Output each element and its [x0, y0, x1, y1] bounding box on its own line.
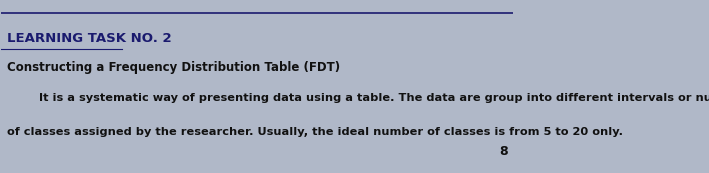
Text: 8: 8 [499, 145, 508, 158]
Text: LEARNING TASK NO. 2: LEARNING TASK NO. 2 [6, 32, 171, 45]
Text: of classes assigned by the researcher. Usually, the ideal number of classes is f: of classes assigned by the researcher. U… [6, 127, 623, 137]
Text: It is a systematic way of presenting data using a table. The data are group into: It is a systematic way of presenting dat… [6, 93, 709, 103]
Text: Constructing a Frequency Distribution Table (FDT): Constructing a Frequency Distribution Ta… [6, 61, 340, 74]
